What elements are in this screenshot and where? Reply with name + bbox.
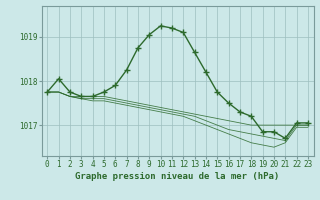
X-axis label: Graphe pression niveau de la mer (hPa): Graphe pression niveau de la mer (hPa) — [76, 172, 280, 181]
